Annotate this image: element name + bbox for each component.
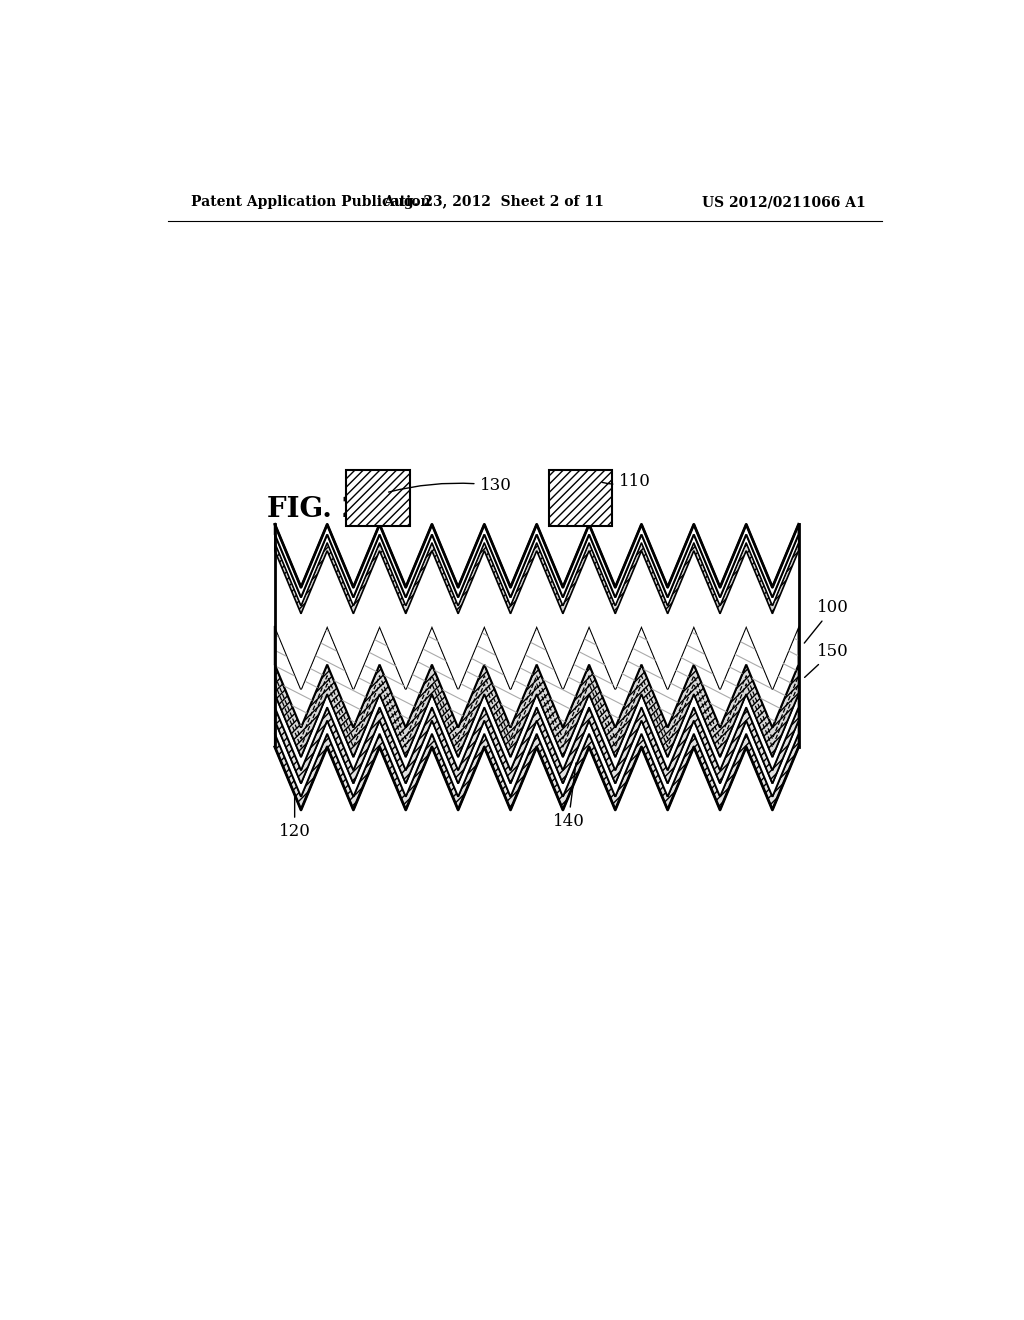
Polygon shape — [274, 524, 799, 598]
Bar — [346, 470, 410, 527]
Polygon shape — [274, 524, 799, 810]
Text: 140: 140 — [553, 763, 585, 829]
Polygon shape — [274, 694, 799, 771]
Text: Aug. 23, 2012  Sheet 2 of 11: Aug. 23, 2012 Sheet 2 of 11 — [383, 195, 603, 209]
Text: FIG. 2: FIG. 2 — [267, 495, 360, 523]
Text: Patent Application Publication: Patent Application Publication — [191, 195, 431, 209]
Text: 110: 110 — [602, 473, 650, 490]
Polygon shape — [274, 550, 799, 689]
Text: 150: 150 — [805, 643, 849, 677]
Text: 120: 120 — [279, 795, 310, 840]
Polygon shape — [274, 734, 799, 810]
Polygon shape — [274, 708, 799, 784]
Polygon shape — [274, 543, 799, 614]
Text: US 2012/0211066 A1: US 2012/0211066 A1 — [702, 195, 866, 209]
Polygon shape — [274, 626, 799, 727]
Polygon shape — [274, 721, 799, 797]
Polygon shape — [274, 535, 799, 606]
Bar — [549, 470, 612, 527]
Polygon shape — [274, 664, 799, 758]
Text: 100: 100 — [804, 599, 849, 643]
Text: 130: 130 — [388, 478, 511, 494]
